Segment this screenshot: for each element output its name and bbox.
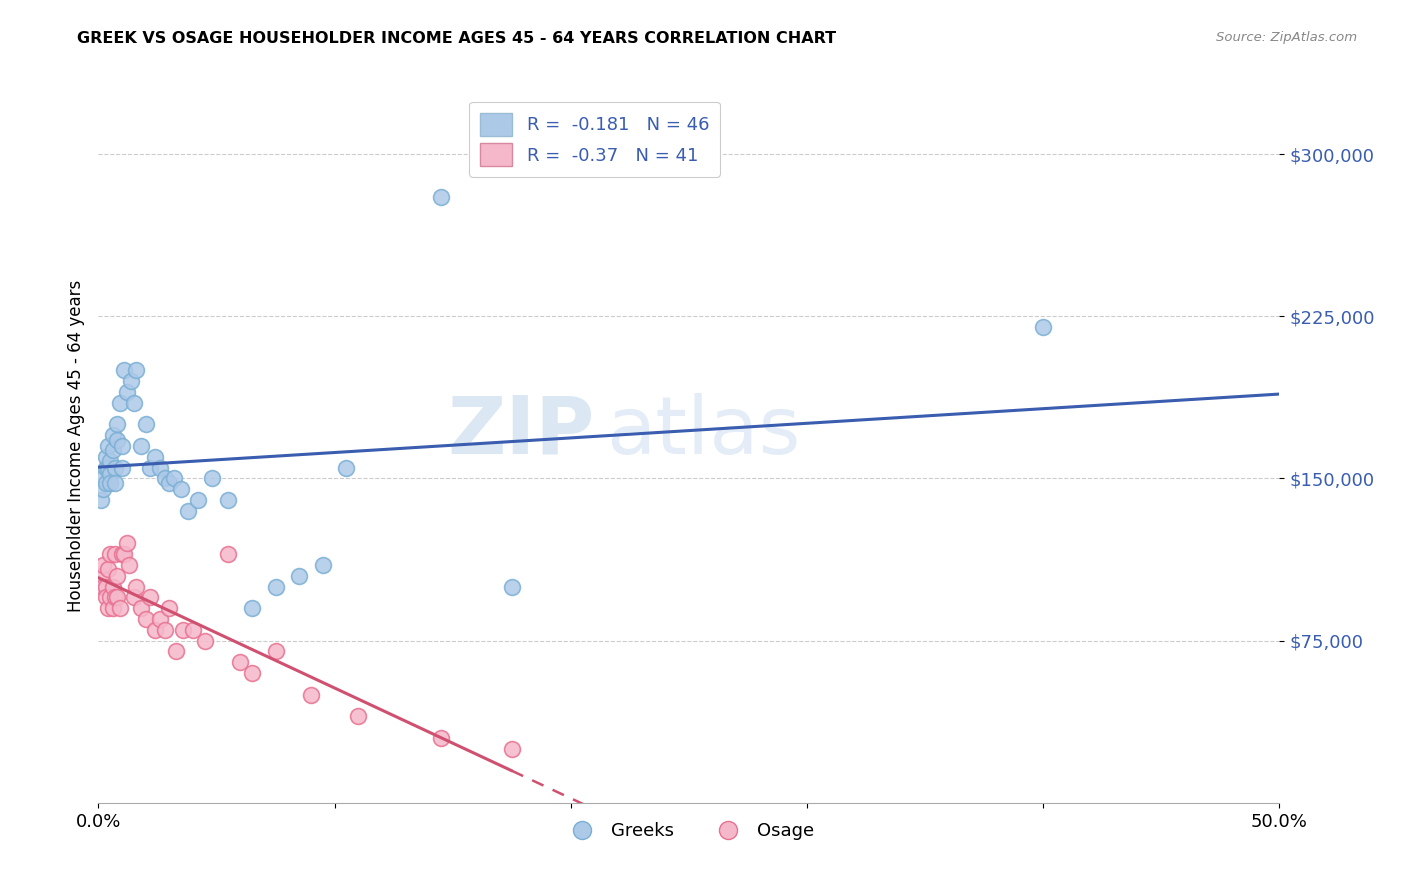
Point [229,655,252,669]
Point [115,384,138,399]
Point [122,591,145,605]
Point [135,417,157,432]
Point [105,568,128,582]
Point [98,591,121,605]
Point [91,482,114,496]
Point [105,417,128,432]
Point [104,547,127,561]
Point [299,688,322,702]
Point [94,450,117,464]
Point [108,396,131,410]
Point [98,454,121,468]
Point [264,644,287,658]
Point [153,471,176,485]
Point [94,460,117,475]
Point [288,568,311,582]
Point [104,475,127,490]
Point [111,460,134,475]
Point [105,433,128,447]
Point [111,547,134,561]
Point [125,580,148,594]
Point [104,460,127,475]
Point [170,482,193,496]
Legend: Greeks, Osage: Greeks, Osage [557,815,821,847]
Point [90,493,112,508]
Point [98,547,121,561]
Point [139,460,162,475]
Point [125,363,148,377]
Point [101,428,124,442]
Point [112,363,135,377]
Point [149,460,172,475]
Point [122,396,145,410]
Point [201,471,224,485]
Point [172,623,194,637]
Point [139,591,162,605]
Point [149,612,172,626]
Point [94,580,117,594]
Point [108,601,131,615]
Point [335,460,357,475]
Point [101,443,124,458]
Point [94,591,117,605]
Point [217,547,239,561]
Point [187,493,209,508]
Point [91,558,114,572]
Point [118,558,141,572]
Point [97,562,120,576]
Point [135,612,157,626]
Point [153,623,176,637]
Point [430,190,453,204]
Point [101,580,124,594]
Point [181,623,204,637]
Text: ZIP: ZIP [447,392,595,471]
Point [501,741,523,756]
Point [98,467,121,482]
Point [163,471,186,485]
Point [101,601,124,615]
Point [430,731,453,745]
Point [240,666,263,681]
Point [501,580,523,594]
Point [121,374,143,388]
Point [129,601,152,615]
Point [94,475,117,490]
Point [91,580,114,594]
Text: Source: ZipAtlas.com: Source: ZipAtlas.com [1216,31,1357,45]
Point [194,633,217,648]
Point [115,536,138,550]
Point [97,460,120,475]
Point [347,709,370,723]
Point [1032,320,1054,334]
Point [91,471,114,485]
Point [312,558,335,572]
Point [90,568,112,582]
Point [97,439,120,453]
Point [111,439,134,453]
Point [105,591,128,605]
Point [157,601,180,615]
Point [129,439,152,453]
Y-axis label: Householder Income Ages 45 - 64 years: Householder Income Ages 45 - 64 years [66,280,84,612]
Point [240,601,263,615]
Point [165,644,187,658]
Point [177,504,200,518]
Text: GREEK VS OSAGE HOUSEHOLDER INCOME AGES 45 - 64 YEARS CORRELATION CHART: GREEK VS OSAGE HOUSEHOLDER INCOME AGES 4… [77,31,837,46]
Point [112,547,135,561]
Point [143,623,166,637]
Point [157,475,180,490]
Point [104,591,127,605]
Point [264,580,287,594]
Point [143,450,166,464]
Point [217,493,239,508]
Point [98,475,121,490]
Point [97,601,120,615]
Text: atlas: atlas [606,392,800,471]
